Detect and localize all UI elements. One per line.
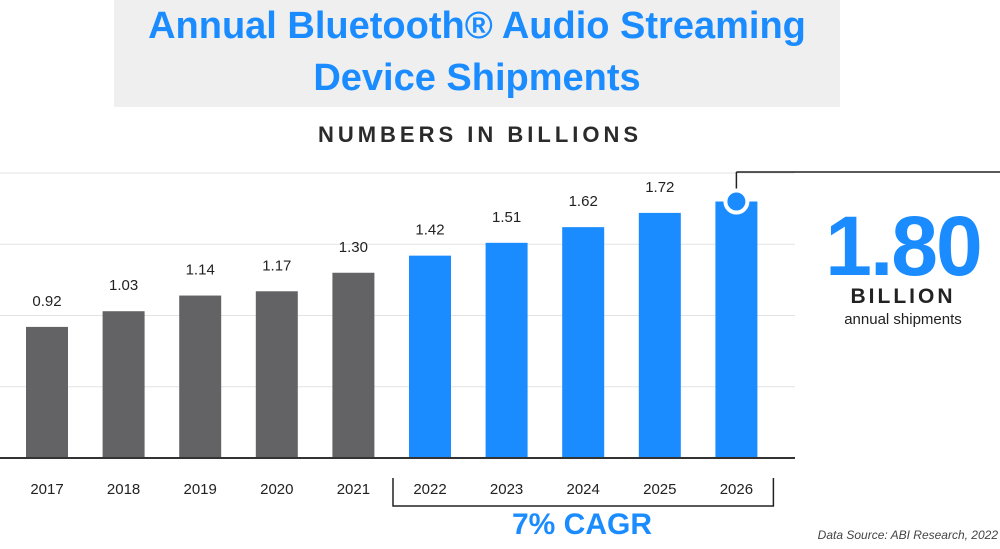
title-banner bbox=[114, 0, 840, 107]
callout-value: 1.80 bbox=[825, 199, 983, 293]
bar-2017 bbox=[26, 326, 68, 458]
callout-unit: BILLION bbox=[850, 285, 956, 308]
bar-2019 bbox=[179, 295, 222, 458]
bar-2020 bbox=[255, 291, 298, 458]
x-tick-label-2020: 2020 bbox=[260, 481, 293, 498]
data-label-2023: 1.51 bbox=[492, 209, 521, 226]
chart-title-line-2: Device Shipments bbox=[313, 57, 641, 99]
data-label-2019: 1.14 bbox=[186, 262, 215, 279]
x-tick-label-2019: 2019 bbox=[184, 481, 217, 498]
data-label-2020: 1.17 bbox=[262, 257, 291, 274]
x-tick-label-2024: 2024 bbox=[567, 481, 600, 498]
x-tick-label-2025: 2025 bbox=[643, 481, 676, 498]
cagr-bracket bbox=[392, 478, 775, 507]
x-tick-label-2023: 2023 bbox=[490, 481, 523, 498]
x-tick-label-2018: 2018 bbox=[107, 481, 140, 498]
bar-2023 bbox=[485, 242, 528, 458]
bar-2025 bbox=[638, 212, 681, 458]
callout-description: annual shipments bbox=[844, 311, 962, 328]
bar-2021 bbox=[332, 272, 375, 458]
bar-2018 bbox=[102, 311, 145, 458]
data-label-2025: 1.72 bbox=[645, 179, 674, 196]
x-tick-label-2017: 2017 bbox=[30, 481, 63, 498]
bar-2024 bbox=[562, 227, 605, 458]
data-label-2022: 1.42 bbox=[415, 222, 444, 239]
chart-title-line-1: Annual Bluetooth® Audio Streaming bbox=[148, 5, 806, 47]
callout-marker-dot bbox=[723, 188, 750, 215]
data-source: Data Source: ABI Research, 2022 bbox=[817, 528, 998, 542]
data-label-2018: 1.03 bbox=[109, 277, 138, 294]
data-label-2024: 1.62 bbox=[569, 193, 598, 210]
cagr-label: 7% CAGR bbox=[511, 508, 653, 541]
bar-2022 bbox=[409, 255, 451, 458]
x-tick-label-2026: 2026 bbox=[720, 481, 753, 498]
chart-subtitle: NUMBERS IN BILLIONS bbox=[317, 122, 643, 147]
data-label-2021: 1.30 bbox=[339, 239, 368, 256]
x-tick-label-2021: 2021 bbox=[337, 481, 370, 498]
x-tick-label-2022: 2022 bbox=[413, 481, 446, 498]
bar-2026 bbox=[715, 201, 758, 458]
chart-title: Annual Bluetooth® Audio Streaming Device… bbox=[114, 0, 840, 104]
data-label-2017: 0.92 bbox=[32, 293, 61, 310]
